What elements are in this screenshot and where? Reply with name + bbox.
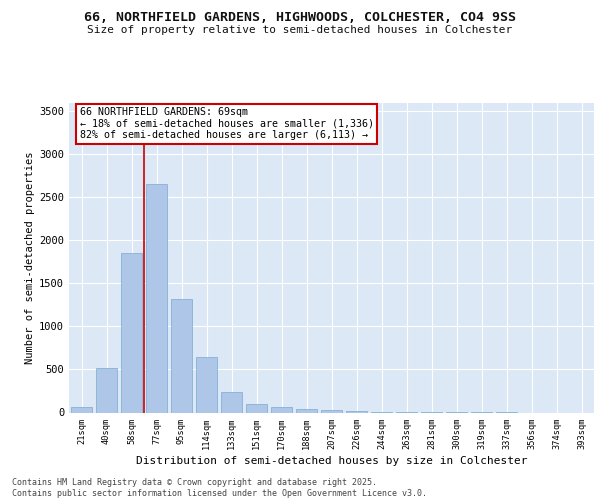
Bar: [96, 368, 117, 412]
Y-axis label: Number of semi-detached properties: Number of semi-detached properties: [25, 151, 35, 364]
X-axis label: Distribution of semi-detached houses by size in Colchester: Distribution of semi-detached houses by …: [136, 456, 527, 466]
Text: Size of property relative to semi-detached houses in Colchester: Size of property relative to semi-detach…: [88, 25, 512, 35]
Bar: [146, 184, 167, 412]
Bar: [321, 410, 342, 412]
Bar: [71, 408, 92, 412]
Text: 66, NORTHFIELD GARDENS, HIGHWOODS, COLCHESTER, CO4 9SS: 66, NORTHFIELD GARDENS, HIGHWOODS, COLCH…: [84, 11, 516, 24]
Text: 66 NORTHFIELD GARDENS: 69sqm
← 18% of semi-detached houses are smaller (1,336)
8: 66 NORTHFIELD GARDENS: 69sqm ← 18% of se…: [79, 107, 373, 140]
Bar: [196, 358, 217, 412]
Bar: [271, 408, 292, 412]
Text: Contains HM Land Registry data © Crown copyright and database right 2025.
Contai: Contains HM Land Registry data © Crown c…: [12, 478, 427, 498]
Bar: [171, 299, 192, 412]
Bar: [296, 409, 317, 412]
Bar: [221, 392, 242, 412]
Bar: [246, 404, 267, 412]
Bar: [346, 411, 367, 412]
Bar: [121, 253, 142, 412]
